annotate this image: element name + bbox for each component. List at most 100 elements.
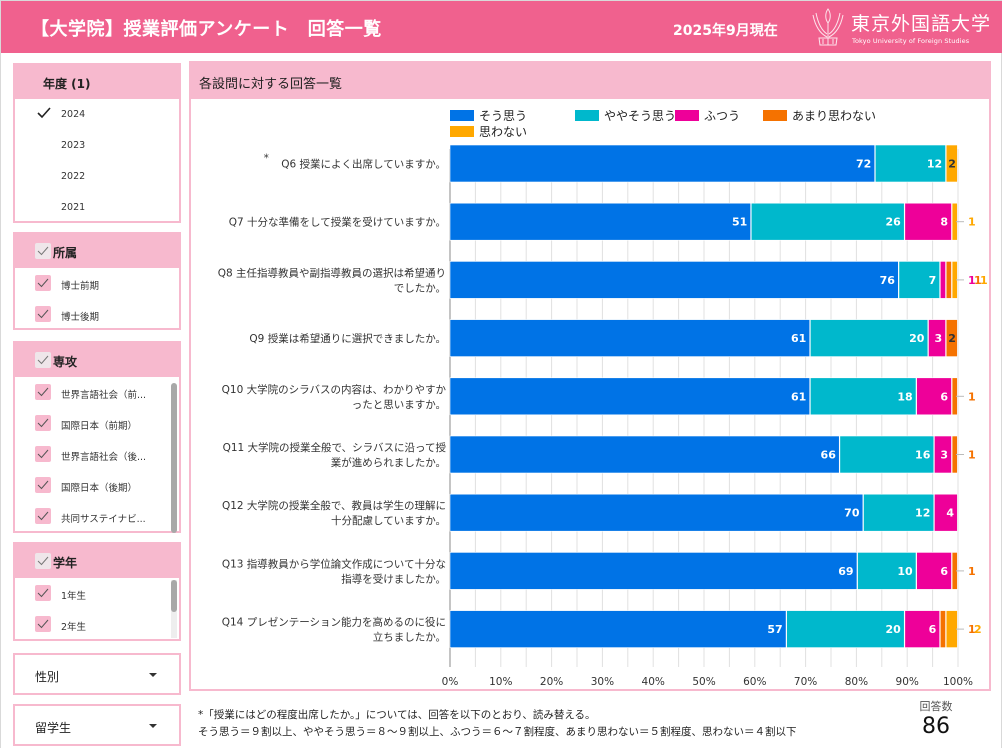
chart-panel-header: 各設問に対する回答一覧 bbox=[191, 63, 989, 99]
question-label: Q14 プレゼンテーション能力を高めるのに役に bbox=[222, 616, 446, 629]
data-label: 7 bbox=[929, 274, 937, 287]
legend-label: あまり思わない bbox=[792, 109, 876, 123]
bar-segment bbox=[449, 610, 787, 648]
question-label: Q13 指導教員から学位論文作成について十分な bbox=[222, 557, 446, 570]
question-label: Q10 大学院のシラバスの内容は、わかりやすか bbox=[222, 383, 447, 396]
filter-year-item[interactable]: 2024 bbox=[15, 99, 179, 129]
filter-year-item[interactable]: 2023 bbox=[15, 130, 179, 160]
checkbox[interactable] bbox=[35, 446, 51, 462]
check-icon bbox=[37, 449, 49, 459]
filter-grade-title: 学年 bbox=[53, 556, 78, 570]
question-label: 指導を受けましたか。 bbox=[341, 572, 446, 585]
filter-major-item-label: 世界言語社会（前... bbox=[61, 390, 147, 401]
checkbox[interactable] bbox=[35, 384, 51, 400]
university-logo: 東京外国語大学 Tokyo University of Foreign Stud… bbox=[809, 5, 999, 49]
gender-dropdown-label: 性別 bbox=[35, 670, 60, 684]
filter-major-item[interactable]: 国際日本（後期） bbox=[15, 470, 179, 500]
filter-affiliation-item[interactable]: 博士前期 bbox=[15, 268, 179, 298]
filter-affiliation-header[interactable]: 所属 bbox=[15, 234, 179, 268]
bar-segment bbox=[839, 435, 935, 474]
as-of-date: 2025年9月現在 bbox=[673, 23, 778, 39]
data-label: 2 bbox=[948, 158, 956, 171]
x-tick-label: 90% bbox=[896, 676, 919, 688]
select-all-checkbox[interactable] bbox=[35, 352, 51, 368]
question-label: Q12 大学院の授業全般で、教員は学生の理解に bbox=[222, 499, 446, 512]
page-title: 【大学院】授業評価アンケート 回答一覧 bbox=[31, 19, 382, 40]
legend-label: 思わない bbox=[479, 125, 527, 139]
data-label: 26 bbox=[886, 216, 902, 229]
data-label: 2 bbox=[948, 332, 956, 345]
select-all-checkbox[interactable] bbox=[35, 553, 51, 569]
question-label: ったと思いますか。 bbox=[352, 399, 446, 411]
bar-segment bbox=[857, 552, 917, 590]
checkbox[interactable] bbox=[35, 508, 51, 524]
question-label: Q8 主任指導教員や副指導教員の選択は希望通り bbox=[218, 266, 446, 279]
scrollbar[interactable] bbox=[171, 580, 177, 612]
x-tick-label: 0% bbox=[442, 676, 459, 688]
question-footnote-marker: * bbox=[264, 153, 269, 165]
bar-segment bbox=[945, 261, 952, 299]
filter-year-header: 年度 (1) bbox=[15, 65, 179, 99]
international-student-dropdown-label: 留学生 bbox=[35, 721, 72, 735]
x-tick-label: 70% bbox=[794, 676, 817, 688]
legend-label: そう思う bbox=[479, 109, 527, 123]
filter-grade-item[interactable]: 2年生 bbox=[15, 609, 179, 639]
filter-grade-header[interactable]: 学年 bbox=[15, 544, 179, 578]
legend-swatch bbox=[575, 110, 599, 121]
bar-segment bbox=[939, 261, 946, 299]
bar-segment bbox=[449, 435, 840, 474]
data-label: 8 bbox=[940, 216, 948, 229]
filter-major-item[interactable]: 共同サステイナビ... bbox=[15, 501, 179, 531]
question-label: でしたか。 bbox=[394, 282, 446, 294]
legend-swatch bbox=[763, 110, 787, 121]
question-label: Q11 大学院の授業全般で、シラバスに沿って授 bbox=[223, 441, 447, 454]
checkbox[interactable] bbox=[35, 585, 51, 601]
filter-major-item-label: 共同サステイナビ... bbox=[61, 514, 146, 525]
bar-segment bbox=[449, 144, 876, 183]
bar-segment bbox=[449, 261, 899, 299]
bar-segment bbox=[945, 144, 958, 183]
data-label: 16 bbox=[915, 449, 931, 462]
response-count-label: 回答数 bbox=[919, 700, 953, 713]
data-label: 12 bbox=[927, 158, 942, 171]
scrollbar[interactable] bbox=[171, 383, 177, 533]
bar-segment bbox=[945, 610, 958, 648]
international-student-dropdown[interactable]: 留学生 bbox=[13, 704, 181, 746]
bar-segment bbox=[939, 610, 946, 648]
data-label: 72 bbox=[856, 158, 871, 171]
filter-year-item[interactable]: 2022 bbox=[15, 161, 179, 191]
filter-year-item[interactable]: 2021 bbox=[15, 192, 179, 222]
filter-major-item[interactable]: 世界言語社会（後... bbox=[15, 439, 179, 469]
checkbox[interactable] bbox=[35, 477, 51, 493]
x-tick-label: 80% bbox=[845, 676, 868, 688]
chart-title: 各設問に対する回答一覧 bbox=[199, 77, 343, 92]
filter-major-item[interactable]: 国際日本（前期） bbox=[15, 408, 179, 438]
filter-affiliation-item-label: 博士後期 bbox=[61, 312, 100, 323]
legend-label: ややそう思う bbox=[604, 109, 676, 123]
bar-segment bbox=[928, 319, 946, 357]
filter-year-item-label: 2024 bbox=[61, 109, 86, 120]
filter-major-header[interactable]: 専攻 bbox=[15, 343, 179, 377]
bar-segment bbox=[810, 377, 917, 416]
filter-grade-item-label: 2年生 bbox=[61, 622, 87, 633]
check-icon bbox=[37, 387, 49, 397]
checkbox[interactable] bbox=[35, 616, 51, 632]
bar-segment bbox=[934, 493, 958, 532]
data-label: 6 bbox=[940, 390, 948, 403]
legend-swatch bbox=[675, 110, 699, 121]
filter-major-item[interactable]: 世界言語社会（前... bbox=[15, 377, 179, 407]
data-label: 51 bbox=[732, 216, 747, 229]
checkbox[interactable] bbox=[35, 415, 51, 431]
gender-dropdown[interactable]: 性別 bbox=[13, 653, 181, 695]
checkbox[interactable] bbox=[35, 306, 51, 322]
data-label: 3 bbox=[940, 449, 948, 462]
bar-segment bbox=[449, 552, 858, 590]
data-label: 1 bbox=[968, 216, 976, 229]
footnote-line-1: *「授業にはどの程度出席したか。」については、回答を以下のとおり、読み替える。 bbox=[198, 709, 596, 721]
chart-panel: 各設問に対する回答一覧 そう思う ややそう思う ふつう あまり思わない 思わない 0% 10… bbox=[189, 61, 991, 691]
filter-grade-item[interactable]: 1年生 bbox=[15, 578, 179, 608]
filter-affiliation-item[interactable]: 博士後期 bbox=[15, 299, 179, 329]
checkbox[interactable] bbox=[35, 275, 51, 291]
select-all-checkbox[interactable] bbox=[35, 243, 51, 259]
filter-grade-item-label: 1年生 bbox=[61, 591, 87, 602]
